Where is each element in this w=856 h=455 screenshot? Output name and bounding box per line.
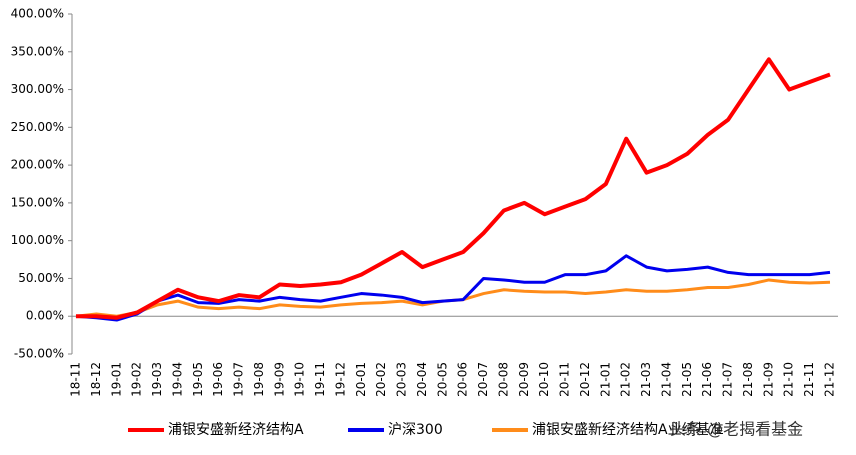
y-tick-label: 300.00% xyxy=(11,82,64,96)
x-tick-label: 19-10 xyxy=(293,362,307,397)
watermark: 头条 @老揭看基金 xyxy=(670,420,803,439)
x-tick-label: 20-02 xyxy=(374,362,388,397)
x-tick-label: 19-02 xyxy=(130,362,144,397)
x-tick-label: 21-08 xyxy=(741,362,755,397)
x-tick-label: 21-07 xyxy=(721,362,735,397)
x-tick-label: 19-12 xyxy=(333,362,347,397)
x-tick-label: 19-01 xyxy=(109,362,123,397)
x-tick-label: 21-12 xyxy=(823,362,837,397)
x-tick-label: 20-08 xyxy=(496,362,510,397)
x-tick-label: 19-09 xyxy=(272,362,286,397)
x-tick-label: 21-11 xyxy=(802,362,816,397)
legend-label: 浦银安盛新经济结构A xyxy=(168,422,304,438)
x-tick-label: 20-05 xyxy=(435,362,449,397)
x-tick-label: 20-06 xyxy=(456,362,470,397)
legend-label: 浦银安盛新经济结构A业绩基准 xyxy=(532,421,724,438)
x-tick-label: 19-05 xyxy=(191,362,205,397)
x-tick-label: 19-06 xyxy=(211,362,225,397)
x-tick-label: 20-07 xyxy=(476,362,490,397)
x-tick-label: 21-03 xyxy=(639,362,653,397)
y-tick-label: 200.00% xyxy=(11,158,64,172)
x-tick-label: 19-04 xyxy=(170,362,184,397)
y-tick-label: 0.00% xyxy=(26,309,64,323)
y-tick-label: 50.00% xyxy=(18,271,64,285)
x-tick-label: 18-11 xyxy=(69,362,83,397)
x-tick-label: 19-07 xyxy=(232,362,246,397)
series-line xyxy=(76,57,831,320)
x-tick-label: 21-09 xyxy=(761,362,775,397)
y-tick-label: 250.00% xyxy=(11,120,64,134)
x-tick-label: 20-09 xyxy=(517,362,531,397)
x-tick-label: 21-01 xyxy=(598,362,612,397)
y-tick-label: 150.00% xyxy=(11,195,64,209)
x-tick-label: 21-10 xyxy=(782,362,796,397)
legend-label: 沪深300 xyxy=(388,422,443,438)
x-tick-label: 20-03 xyxy=(395,362,409,397)
x-tick-label: 21-04 xyxy=(659,362,673,397)
x-tick-label: 20-11 xyxy=(558,362,572,397)
x-tick-label: 19-11 xyxy=(313,362,327,397)
x-tick-label: 18-12 xyxy=(89,362,103,397)
x-tick-label: 21-02 xyxy=(619,362,633,397)
y-tick-label: -50.00% xyxy=(14,347,64,361)
x-tick-label: 20-10 xyxy=(537,362,551,397)
x-tick-label: 20-12 xyxy=(578,362,592,397)
y-tick-label: 350.00% xyxy=(11,44,64,58)
series-line xyxy=(75,254,831,322)
y-tick-label: 400.00% xyxy=(11,7,64,21)
x-tick-label: 20-04 xyxy=(415,362,429,397)
x-tick-label: 21-06 xyxy=(700,362,714,397)
x-tick-label: 20-01 xyxy=(354,362,368,397)
y-tick-label: 100.00% xyxy=(11,233,64,247)
x-tick-label: 19-08 xyxy=(252,362,266,397)
x-tick-label: 19-03 xyxy=(150,362,164,397)
x-tick-label: 21-05 xyxy=(680,362,694,397)
